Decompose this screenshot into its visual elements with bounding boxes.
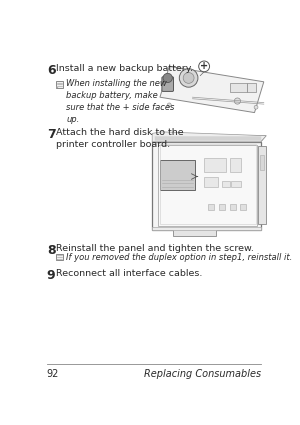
Text: 9: 9: [47, 269, 56, 282]
FancyBboxPatch shape: [230, 158, 241, 172]
FancyBboxPatch shape: [258, 146, 266, 224]
FancyBboxPatch shape: [230, 82, 247, 92]
Text: 92: 92: [47, 369, 59, 379]
Text: 7: 7: [47, 128, 56, 141]
FancyBboxPatch shape: [260, 155, 264, 170]
Text: If you removed the duplex option in step1, reinstall it.: If you removed the duplex option in step…: [66, 253, 292, 262]
Text: Install a new backup battery.: Install a new backup battery.: [56, 64, 193, 73]
FancyBboxPatch shape: [160, 160, 195, 190]
Circle shape: [167, 103, 171, 107]
FancyBboxPatch shape: [204, 176, 218, 187]
Polygon shape: [56, 258, 58, 261]
FancyBboxPatch shape: [222, 181, 230, 187]
Text: Attach the hard disk to the
printer controller board.: Attach the hard disk to the printer cont…: [56, 128, 184, 149]
Text: +: +: [200, 61, 208, 71]
FancyBboxPatch shape: [219, 204, 225, 210]
Text: 6: 6: [47, 64, 56, 77]
Circle shape: [163, 74, 172, 82]
Polygon shape: [56, 86, 58, 88]
Polygon shape: [152, 132, 266, 142]
Circle shape: [234, 98, 241, 104]
FancyBboxPatch shape: [204, 158, 226, 172]
Text: Replacing Consumables: Replacing Consumables: [144, 369, 261, 379]
Circle shape: [254, 105, 258, 109]
Circle shape: [183, 73, 194, 83]
Text: Reconnect all interface cables.: Reconnect all interface cables.: [56, 269, 202, 278]
FancyBboxPatch shape: [173, 228, 216, 236]
FancyBboxPatch shape: [208, 204, 214, 210]
FancyBboxPatch shape: [230, 204, 236, 210]
FancyBboxPatch shape: [158, 145, 257, 226]
Circle shape: [199, 61, 210, 72]
FancyBboxPatch shape: [240, 204, 246, 210]
FancyBboxPatch shape: [152, 142, 261, 230]
FancyBboxPatch shape: [152, 227, 261, 230]
Circle shape: [179, 69, 198, 87]
Text: Reinstall the panel and tighten the screw.: Reinstall the panel and tighten the scre…: [56, 244, 254, 252]
FancyBboxPatch shape: [162, 77, 173, 91]
Polygon shape: [160, 66, 264, 113]
FancyBboxPatch shape: [56, 253, 63, 261]
Polygon shape: [152, 136, 266, 142]
FancyBboxPatch shape: [247, 82, 256, 92]
Text: When installing the new
backup battery, make
sure that the + side faces
up.: When installing the new backup battery, …: [66, 79, 175, 124]
FancyBboxPatch shape: [231, 181, 241, 187]
FancyBboxPatch shape: [56, 81, 63, 88]
Text: 8: 8: [47, 244, 56, 257]
